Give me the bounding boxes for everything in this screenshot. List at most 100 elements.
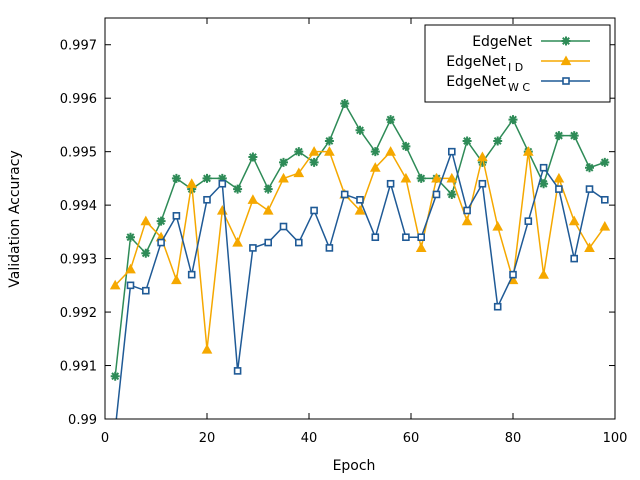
legend-marker: [561, 36, 571, 46]
series-2: [109, 146, 611, 354]
data-point: [370, 147, 380, 157]
data-point: [310, 206, 318, 215]
data-point: [171, 274, 182, 285]
data-point: [386, 115, 396, 125]
data-point: [493, 136, 503, 146]
data-point: [216, 204, 228, 215]
data-point: [324, 136, 334, 146]
data-point: [524, 217, 533, 225]
data-point: [201, 343, 213, 354]
series-line: [114, 102, 606, 377]
data-point: [539, 163, 548, 172]
data-point: [278, 172, 289, 183]
data-point: [293, 167, 305, 178]
x-tick-label: 40: [301, 431, 318, 446]
data-point: [233, 367, 242, 375]
data-point: [279, 222, 288, 231]
data-point: [568, 215, 580, 226]
legend-entry: EdgeNet W C: [446, 74, 590, 94]
data-point: [109, 279, 121, 290]
data-point: [539, 179, 549, 189]
data-point: [340, 99, 350, 109]
legend-label: EdgeNet: [446, 74, 506, 90]
series-line: [115, 150, 606, 419]
data-point: [126, 281, 135, 290]
y-axis-label: Validation Accuracy: [7, 150, 23, 288]
y-tick-label: 0.996: [60, 92, 97, 107]
series-layer: [109, 99, 611, 433]
data-point: [477, 151, 488, 162]
data-point: [402, 233, 410, 242]
data-point: [141, 248, 151, 258]
data-point: [599, 220, 611, 231]
data-point: [584, 242, 595, 253]
data-point: [478, 179, 487, 188]
x-tick-label: 20: [199, 431, 216, 446]
data-point: [431, 172, 442, 183]
data-point: [262, 204, 274, 215]
data-point: [354, 204, 366, 215]
data-point: [585, 163, 594, 173]
data-point: [340, 190, 349, 199]
data-point: [461, 215, 473, 226]
data-point: [308, 146, 320, 156]
data-point: [202, 173, 212, 183]
data-point: [157, 238, 165, 247]
x-tick-label: 60: [403, 431, 420, 446]
data-point: [172, 212, 181, 220]
x-tick-label: 0: [101, 431, 109, 446]
data-point: [553, 172, 565, 183]
data-point: [570, 254, 579, 263]
data-point: [386, 179, 395, 188]
legend-box: [424, 24, 611, 103]
plot-frame: [104, 17, 616, 420]
legend-marker: [562, 77, 570, 85]
data-point: [232, 237, 243, 247]
data-point: [600, 157, 610, 167]
data-point: [417, 233, 426, 242]
data-point: [294, 238, 303, 247]
series-1: [110, 99, 610, 381]
legend-subscript: W C: [508, 81, 530, 94]
data-point: [142, 286, 150, 295]
y-tick-label: 0.995: [60, 146, 97, 161]
data-point: [249, 244, 257, 252]
legend-label: EdgeNet: [446, 54, 506, 70]
legend-entry: EdgeNet: [472, 34, 590, 50]
series-3: [112, 147, 609, 433]
data-point: [140, 215, 152, 226]
data-point: [279, 157, 288, 167]
y-tick-label: 0.994: [60, 199, 97, 214]
y-tick-label: 0.997: [60, 39, 97, 54]
data-point: [371, 233, 380, 242]
data-point: [447, 147, 456, 156]
data-point: [416, 173, 426, 183]
data-point: [126, 232, 135, 242]
data-point: [248, 152, 258, 162]
x-axis-label: Epoch: [333, 458, 376, 474]
data-point: [355, 125, 365, 135]
legend-label: EdgeNet: [472, 34, 532, 50]
data-point: [600, 195, 609, 204]
data-point: [171, 173, 181, 183]
data-point: [233, 184, 243, 194]
data-point: [309, 157, 319, 167]
data-point: [463, 206, 471, 215]
data-point: [187, 270, 196, 279]
series-line: [114, 150, 606, 351]
data-point: [110, 371, 120, 381]
data-point: [263, 184, 273, 194]
data-point: [247, 194, 259, 204]
data-point: [432, 190, 441, 199]
data-point: [324, 146, 335, 156]
data-point: [400, 172, 412, 183]
data-point: [385, 146, 396, 156]
x-tick-label: 80: [505, 431, 522, 446]
data-point: [112, 427, 118, 433]
y-tick-label: 0.991: [60, 360, 97, 375]
data-point: [203, 195, 211, 204]
data-point: [186, 178, 198, 188]
data-point: [356, 195, 364, 204]
